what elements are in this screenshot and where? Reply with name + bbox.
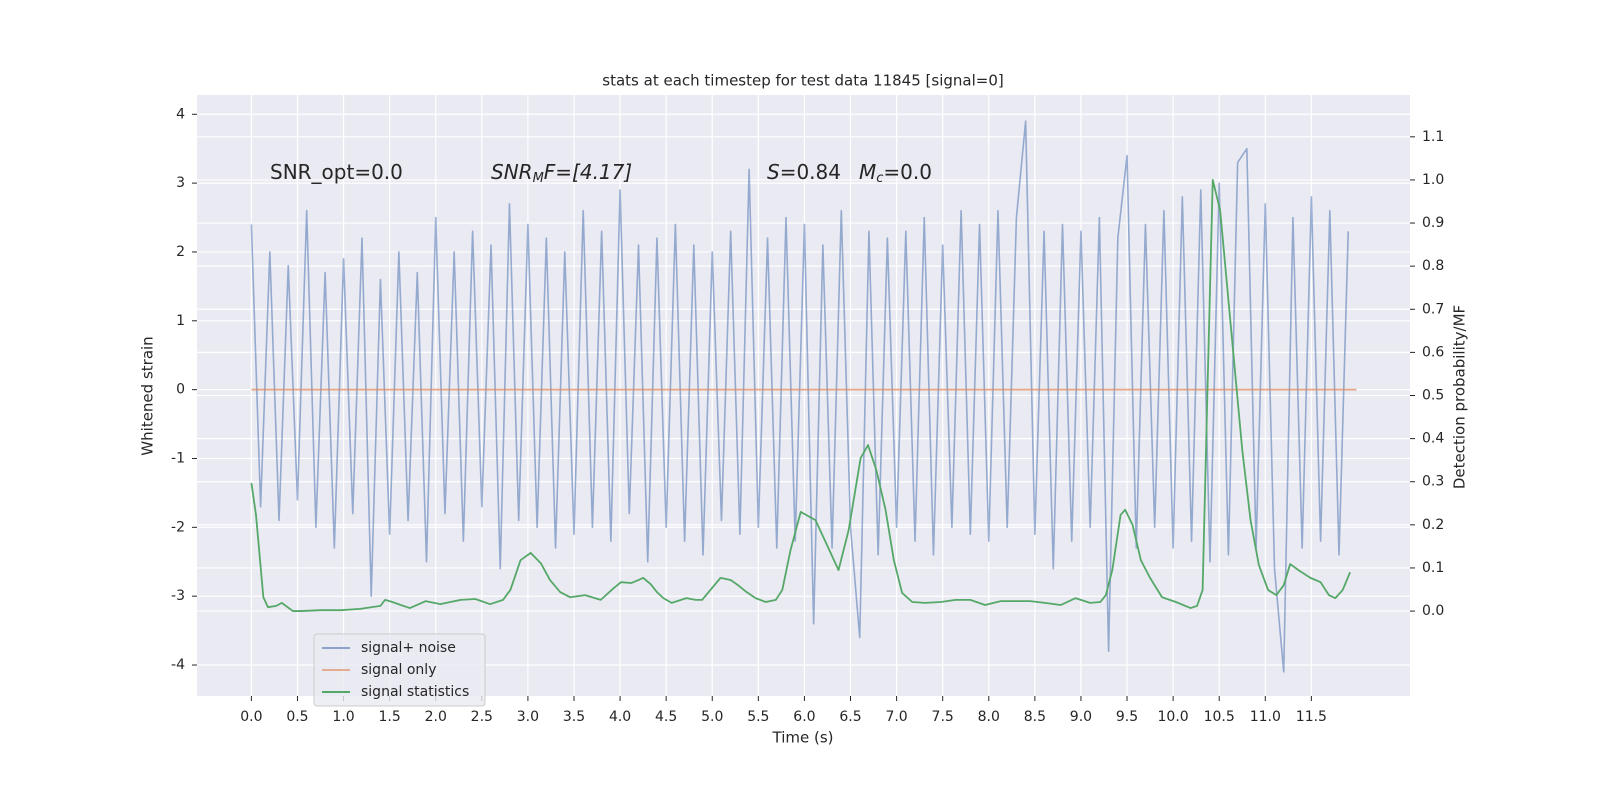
annotation-text: =0.84 bbox=[780, 160, 841, 184]
grid bbox=[192, 95, 1415, 701]
x-tick-label: 3.5 bbox=[563, 709, 585, 725]
x-tick-label: 11.5 bbox=[1296, 709, 1327, 725]
annotation-text: SNR_opt=0.0 bbox=[270, 160, 403, 184]
y2-tick-label: 0.8 bbox=[1422, 258, 1444, 274]
x-tick-label: 10.0 bbox=[1158, 709, 1189, 725]
y-tick-label: -2 bbox=[171, 519, 185, 535]
y2-axis-label: Detection probability/MF bbox=[1451, 305, 1469, 489]
y-tick-label: 4 bbox=[176, 106, 185, 122]
y-tick-label: 1 bbox=[176, 313, 185, 329]
annotation: Mc=0.0 bbox=[859, 160, 932, 186]
legend-label: signal statistics bbox=[361, 684, 469, 700]
x-tick-label: 4.0 bbox=[609, 709, 631, 725]
annotation-text: =0.0 bbox=[883, 160, 932, 184]
y-tick-label: -4 bbox=[171, 657, 185, 673]
annotation-text: M bbox=[859, 160, 876, 184]
x-tick-label: 10.5 bbox=[1204, 709, 1235, 725]
x-tick-label: 8.5 bbox=[1024, 709, 1046, 725]
x-tick-label: 0.5 bbox=[286, 709, 308, 725]
x-tick-label: 1.5 bbox=[379, 709, 401, 725]
annotation: S=0.84 bbox=[767, 160, 841, 184]
x-tick-label: 3.0 bbox=[517, 709, 539, 725]
legend: signal+ noise signal only signal statistic… bbox=[313, 633, 486, 707]
x-tick-label: 5.5 bbox=[747, 709, 769, 725]
series-line bbox=[250, 120, 1350, 673]
x-tick-label: 4.5 bbox=[655, 709, 677, 725]
x-axis-label: Time (s) bbox=[772, 729, 834, 747]
annotation-text: SNR bbox=[491, 160, 533, 184]
y2-tick-label: 0.3 bbox=[1422, 474, 1444, 490]
annotation: SNR_opt=0.0 bbox=[270, 160, 403, 184]
annotation-subscript: c bbox=[876, 171, 883, 186]
marks bbox=[250, 120, 1357, 673]
y2-tick-label: 0.4 bbox=[1422, 431, 1444, 447]
annotation-text: S bbox=[767, 160, 780, 184]
x-tick-label: 1.0 bbox=[332, 709, 354, 725]
legend-box bbox=[313, 633, 486, 707]
x-tick-label: 7.5 bbox=[932, 709, 954, 725]
y2-tick-label: 0.2 bbox=[1422, 517, 1444, 533]
annotation-subscript: M bbox=[533, 171, 544, 186]
legend-label: signal+ noise bbox=[361, 640, 456, 656]
x-tick-label: 7.0 bbox=[885, 709, 907, 725]
x-tick-label: 11.0 bbox=[1250, 709, 1281, 725]
annotation: SNRMF=[4.17] bbox=[491, 160, 632, 186]
y-axis-label: Whitened strain bbox=[139, 336, 157, 455]
x-tick-label: 2.0 bbox=[425, 709, 447, 725]
y2-tick-label: 0.1 bbox=[1422, 560, 1444, 576]
y2-tick-label: 0.9 bbox=[1422, 215, 1444, 231]
x-tick-label: 5.0 bbox=[701, 709, 723, 725]
y2-tick-label: 1.1 bbox=[1422, 129, 1444, 145]
chart-title: stats at each timestep for test data 118… bbox=[602, 72, 1003, 90]
x-tick-label: 8.0 bbox=[978, 709, 1000, 725]
x-tick-label: 6.5 bbox=[839, 709, 861, 725]
y2-tick-label: 0.7 bbox=[1422, 301, 1444, 317]
y-tick-label: 3 bbox=[176, 175, 185, 191]
y2-tick-label: 1.0 bbox=[1422, 172, 1444, 188]
x-tick-label: 0.0 bbox=[240, 709, 262, 725]
y-tick-label: -1 bbox=[171, 450, 185, 466]
annotation-text: F=[4.17] bbox=[544, 160, 632, 184]
x-tick-label: 2.5 bbox=[471, 709, 493, 725]
y2-tick-label: 0.0 bbox=[1422, 603, 1444, 619]
series-line bbox=[250, 179, 1351, 612]
y-tick-label: 2 bbox=[176, 244, 185, 260]
y-tick-label: -3 bbox=[171, 588, 185, 604]
y-tick-label: 0 bbox=[176, 382, 185, 398]
legend-label: signal only bbox=[361, 662, 436, 678]
x-tick-label: 6.0 bbox=[793, 709, 815, 725]
y2-tick-label: 0.6 bbox=[1422, 344, 1444, 360]
y2-tick-label: 0.5 bbox=[1422, 388, 1444, 404]
x-tick-label: 9.5 bbox=[1116, 709, 1138, 725]
x-tick-label: 9.0 bbox=[1070, 709, 1092, 725]
